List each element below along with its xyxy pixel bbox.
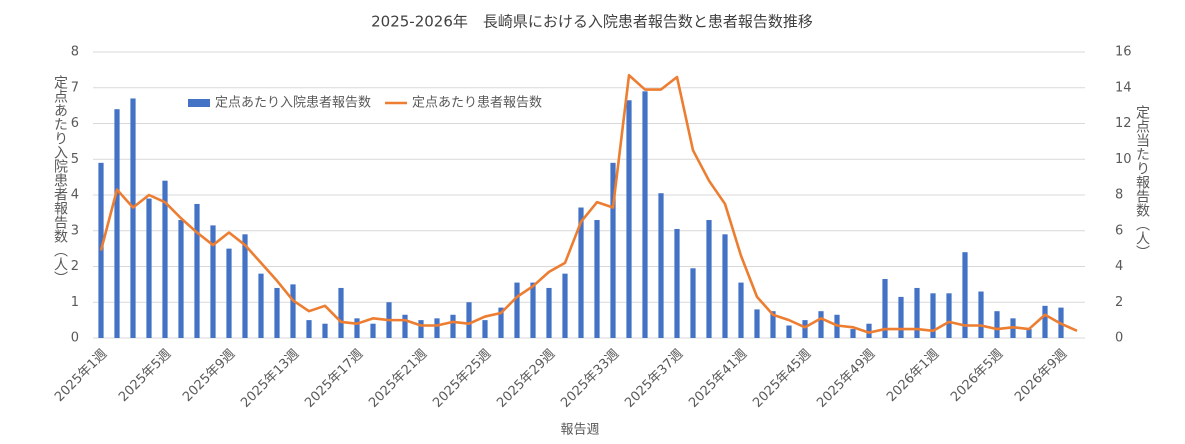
y2-tick-label: 4 [1115,259,1123,274]
bar [514,282,520,338]
bar [914,287,920,338]
y-tick-label: 8 [71,45,79,60]
bar [290,284,296,338]
bar [770,311,776,338]
y2-tick-label: 2 [1115,295,1123,310]
bar [754,309,760,338]
x-axis-label: 報告週 [560,423,599,438]
bar [866,323,872,338]
y-tick-label: 3 [71,223,79,238]
bar [466,302,472,338]
x-tick-label: 2025年29週 [494,347,558,411]
bar [706,220,712,338]
bar [802,320,808,338]
x-tick-label: 2025年41週 [686,347,750,411]
y2-tick-label: 6 [1115,223,1123,238]
bar [482,320,488,338]
x-tick-label: 2025年37週 [622,347,686,411]
bar [322,323,328,338]
bar [418,320,424,338]
bar [562,273,568,338]
bar [818,311,824,338]
x-tick-label: 2025年33週 [558,347,622,411]
bar [946,293,952,338]
y-tick-label: 4 [71,188,79,203]
legend-label: 定点あたり患者報告数 [412,96,542,111]
x-tick-label: 2026年9週 [1012,347,1070,405]
bar [722,234,728,338]
bar [674,228,680,338]
x-tick-label: 2025年9週 [180,347,238,405]
bar [994,311,1000,338]
bar [530,282,536,338]
y2-tick-label: 10 [1115,152,1132,167]
x-tick-label: 2026年5週 [948,347,1006,405]
bar [1042,305,1048,338]
bar [610,162,616,338]
bar [242,234,248,338]
bar [162,180,168,338]
bar [274,287,280,338]
bar [146,198,152,338]
bar [626,100,632,338]
x-tick-label: 2025年25週 [430,347,494,411]
x-tick-label: 2025年49週 [814,347,878,411]
bar [690,268,696,338]
bar [594,220,600,338]
y2-tick-label: 16 [1115,45,1132,60]
y-tick-label: 7 [71,80,79,95]
y2-tick-label: 14 [1115,80,1132,95]
x-tick-label: 2025年21週 [366,347,430,411]
y2-axis-label: 定点当たり報告数（人） [1134,105,1150,259]
bar [882,279,888,338]
chart-title: 2025-2026年 長崎県における入院患者報告数と患者報告数推移 [371,13,813,31]
bar [738,282,744,338]
bar [978,291,984,338]
bar [226,248,232,338]
legend-swatch [188,99,210,107]
bar [546,287,552,338]
bar [850,329,856,338]
bar [498,307,504,338]
bar [402,314,408,338]
y-axis-label: 定点あたり入院患者報告数（人） [52,75,68,285]
line [99,73,1078,334]
y-tick-label: 5 [71,152,79,167]
x-tick-label: 2025年13週 [238,347,302,411]
bar [962,252,968,338]
bar [434,318,440,338]
y-tick-label: 0 [71,331,79,346]
y-tick-label: 6 [71,116,79,131]
bar [354,318,360,338]
x-tick-label: 2025年17週 [302,347,366,411]
bar [786,325,792,338]
bar [1026,329,1032,338]
x-tick-label: 2025年5週 [116,347,174,405]
bar [450,314,456,338]
bar [210,225,216,338]
y2-tick-label: 8 [1115,188,1123,203]
legend-label: 定点あたり入院患者報告数 [215,96,371,111]
bar [898,296,904,338]
y2-tick-label: 12 [1115,116,1132,131]
bar [114,109,120,338]
bar [658,193,664,338]
bar [578,207,584,338]
bar [642,91,648,338]
bar [178,220,184,338]
bar [258,273,264,338]
bar [370,323,376,338]
y-tick-label: 2 [71,259,79,274]
y-tick-label: 1 [71,295,79,310]
bar [930,293,936,338]
y2-tick-label: 0 [1115,331,1123,346]
x-tick-label: 2026年1週 [884,347,942,405]
bar [194,203,200,338]
x-tick-label: 2025年45週 [750,347,814,411]
bar [130,98,136,338]
x-tick-label: 2025年1週 [52,347,110,405]
bar [338,287,344,338]
bar [306,320,312,338]
